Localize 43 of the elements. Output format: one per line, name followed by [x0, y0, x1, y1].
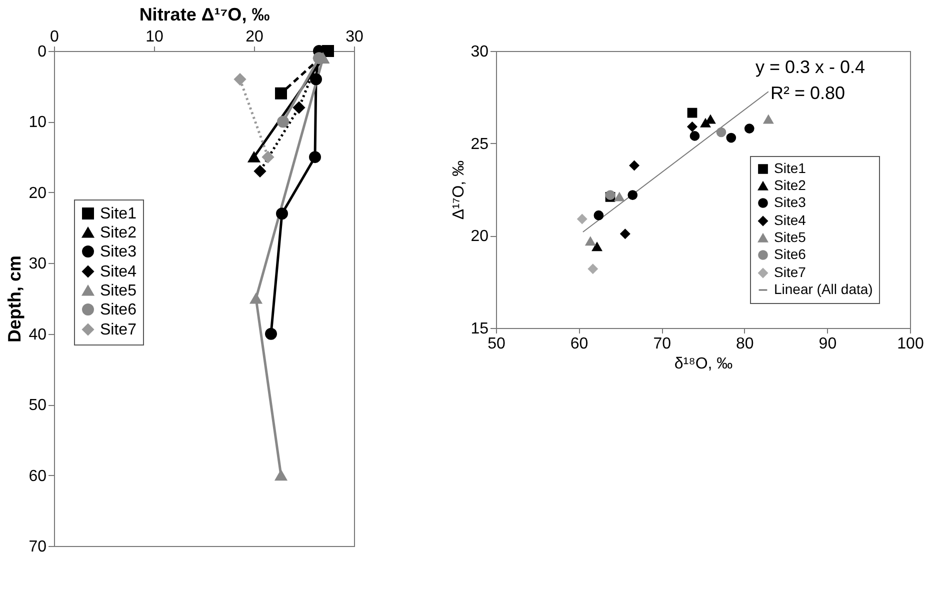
legend-label: Site4 — [774, 212, 806, 228]
annotation: R² = 0.80 — [770, 83, 845, 103]
x-tick-label: 80 — [736, 336, 754, 352]
y-tick-label: 15 — [470, 320, 489, 338]
y-tick-label: 10 — [28, 114, 47, 132]
legend-label: Site7 — [774, 264, 806, 280]
x-tick-label: 60 — [570, 336, 588, 352]
legend-label: Site4 — [100, 264, 137, 280]
legend-label: Site5 — [774, 229, 806, 245]
legend-label: Site1 — [100, 206, 137, 222]
y-tick-label: 30 — [470, 44, 489, 60]
y-tick-label: 20 — [28, 184, 47, 202]
y-axis-title: Depth, cm — [4, 255, 25, 343]
legend-label: Linear (All data) — [774, 281, 873, 297]
legend-label: Site7 — [100, 322, 137, 338]
y-tick-label: 60 — [28, 468, 47, 485]
x-tick-label: 30 — [346, 28, 364, 46]
x-tick-label: 100 — [897, 336, 924, 352]
y-tick-label: 30 — [28, 256, 47, 273]
x-tick-label: 90 — [818, 336, 837, 352]
legend-label: Site6 — [100, 302, 137, 318]
legend-label: Site2 — [100, 224, 137, 242]
y-tick-label: 50 — [28, 397, 47, 414]
x-tick-label: 20 — [246, 28, 264, 46]
legend-label: Site1 — [774, 160, 806, 176]
legend-label: Site2 — [774, 177, 806, 193]
x-tick-label: 10 — [146, 28, 164, 46]
y-tick-label: 40 — [28, 326, 47, 344]
y-tick-label: 0 — [38, 44, 47, 60]
x-axis-title: Nitrate Δ¹⁷O, ‰ — [139, 4, 270, 24]
legend-label: Site3 — [100, 244, 137, 260]
legend-label: Site5 — [100, 282, 137, 300]
annotation: y = 0.3 x - 0.4 — [755, 57, 865, 77]
x-tick-label: 70 — [653, 336, 672, 352]
x-tick-label: 50 — [488, 336, 506, 352]
legend-label: Site3 — [774, 194, 806, 210]
x-axis-title: δ¹⁸O, ‰ — [674, 356, 733, 372]
y-tick-label: 70 — [28, 538, 47, 556]
x-tick-label: 0 — [50, 28, 60, 46]
y-tick-label: 25 — [470, 136, 489, 153]
y-axis-title: Δ¹⁷O, ‰ — [450, 160, 468, 220]
legend-label: Site6 — [774, 246, 806, 262]
y-tick-label: 20 — [470, 228, 489, 246]
